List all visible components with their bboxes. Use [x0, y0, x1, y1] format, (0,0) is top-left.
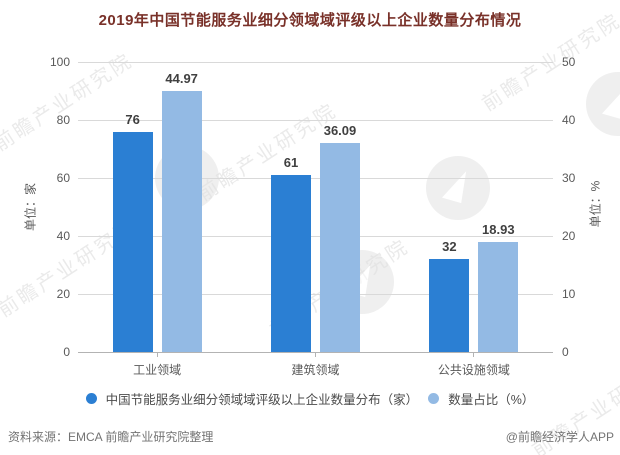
bar-count [112, 131, 153, 352]
legend-item: 数量占比（%） [428, 389, 534, 408]
left-axis-tick-label: 20 [56, 287, 70, 301]
gridline [78, 119, 553, 121]
source-note: 资料来源：EMCA 前瞻产业研究院整理 [8, 430, 214, 444]
watermark-logo-icon [426, 156, 490, 220]
x-axis-tick [315, 352, 316, 357]
credit-badge: @前瞻经济学人APP [505, 430, 614, 444]
right-axis-title: 单位：% [588, 180, 603, 228]
gridline [78, 61, 553, 63]
x-axis-tick [156, 352, 158, 357]
left-axis-tick-label: 80 [56, 113, 70, 127]
legend-marker-icon [428, 393, 440, 404]
bar-share-value: 44.97 [165, 71, 198, 87]
bar-share [161, 91, 202, 352]
x-axis-category-label: 建筑领域 [291, 363, 340, 377]
gridline [78, 177, 553, 179]
left-axis-tick-label: 60 [56, 171, 70, 185]
right-axis-tick-label: 0 [562, 345, 569, 359]
legend-label: 中国节能服务业细分领域域评级以上企业数量分布（家） [105, 393, 419, 407]
right-axis-tick-label: 10 [562, 287, 576, 301]
left-axis-tick-label: 100 [49, 55, 70, 69]
bar-count-value: 32 [442, 239, 457, 255]
x-axis-tick [473, 352, 475, 357]
right-axis-tick-label: 50 [562, 55, 576, 69]
bar-count-value: 76 [125, 111, 140, 127]
right-axis-tick-label: 20 [562, 229, 576, 243]
legend-item: 中国节能服务业细分领域域评级以上企业数量分布（家） [85, 389, 419, 408]
chart-title: 2019年中国节能服务业细分领域域评级以上企业数量分布情况 [98, 12, 522, 29]
bar-share-value: 36.09 [323, 122, 357, 138]
right-axis-tick-label: 30 [562, 171, 576, 185]
plot-area: 0 0 20 10 40 20 60 30 80 40 100 50 76 44.97 工业领域 61 36.0… [50, 55, 575, 377]
left-axis-tick-label: 40 [56, 229, 70, 243]
right-axis-tick-label: 40 [562, 113, 576, 127]
gridline [78, 293, 553, 295]
x-axis-category-label: 工业领域 [133, 363, 182, 377]
left-axis-tick-label: 0 [63, 345, 70, 359]
bar-share [478, 242, 519, 352]
bar-count-value: 61 [283, 155, 299, 171]
left-axis-title: 单位：家 [23, 182, 38, 232]
legend-label: 数量占比（%） [448, 393, 535, 407]
legend-marker-icon [85, 393, 97, 404]
bar-share [320, 142, 360, 352]
bar-count [429, 259, 470, 352]
bar-count [271, 175, 311, 352]
gridline [78, 235, 553, 237]
legend: 中国节能服务业细分领域域评级以上企业数量分布（家） 数量占比（%） [0, 389, 620, 408]
bar-share-value: 18.93 [482, 222, 515, 238]
x-axis-category-label: 公共设施领域 [437, 363, 510, 377]
